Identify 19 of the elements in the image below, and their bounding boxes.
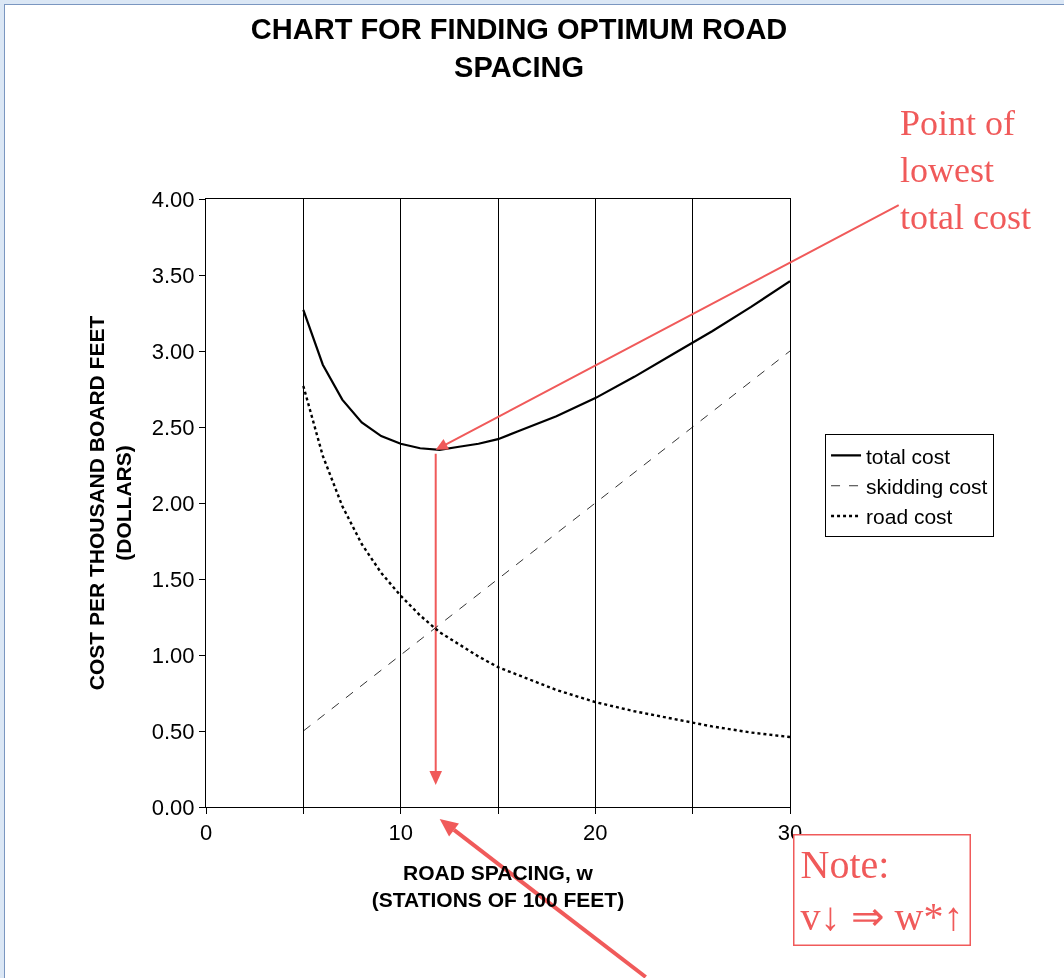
- chart-title: CHART FOR FINDING OPTIMUM ROAD SPACING: [250, 13, 788, 83]
- y-tick-label: 4.00: [151, 186, 195, 212]
- text: Note: v↓ ⇒ w*↑: [800, 841, 964, 939]
- y-tick-label: 0.00: [151, 794, 195, 820]
- annotation: Point of lowest total cost: [900, 103, 1031, 237]
- y-tick-label: 3.50: [151, 262, 195, 288]
- x-tick-label: 20: [583, 820, 608, 846]
- x-tick-label: 10: [388, 820, 413, 846]
- y-tick-label: 3.00: [151, 338, 195, 364]
- y-tick-label: 2.00: [151, 490, 195, 516]
- y-tick-label: 0.50: [151, 718, 195, 744]
- x-tick-label: 0: [199, 820, 213, 846]
- y-tick-label: 1.50: [151, 566, 195, 592]
- y-tick-label: 1.00: [151, 642, 195, 668]
- legend-label: skidding cost: [866, 474, 988, 498]
- legend-label: total cost: [866, 444, 951, 468]
- legend-label: road cost: [866, 505, 953, 529]
- y-axis-title: COST PER THOUSAND BOARD FEET (DOLLARS): [84, 315, 135, 691]
- y-tick-label: 2.50: [151, 414, 195, 440]
